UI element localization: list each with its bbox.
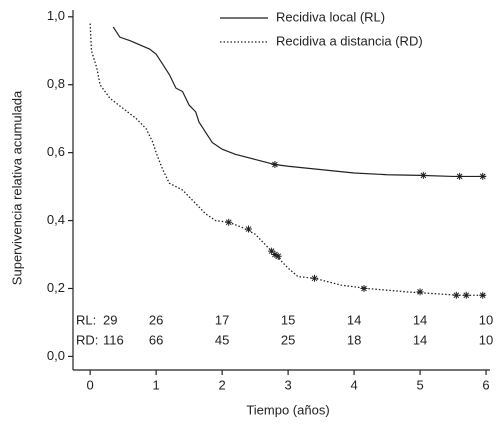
y-tick-label: 0,6 — [47, 144, 65, 159]
y-tick-label: 0,4 — [47, 212, 65, 227]
y-tick-label: 0,8 — [47, 76, 65, 91]
y-tick-label: 0,2 — [47, 280, 65, 295]
censor-mark — [310, 274, 318, 282]
survival-line — [112, 26, 487, 178]
censor-mark — [268, 247, 276, 255]
x-tick-label: 2 — [218, 377, 225, 392]
survival-line — [89, 23, 487, 296]
censor-mark — [271, 161, 279, 169]
risk-count: 29 — [103, 312, 117, 327]
risk-count: 14 — [413, 312, 427, 327]
x-tick-label: 5 — [416, 377, 423, 392]
censor-mark — [274, 252, 282, 260]
censor-mark — [452, 291, 460, 299]
legend-label: Recidiva a distancia (RD) — [276, 33, 423, 48]
risk-count: 18 — [347, 332, 361, 347]
risk-count: 116 — [103, 332, 124, 347]
x-tick-label: 0 — [87, 377, 94, 392]
censor-mark — [271, 251, 279, 259]
risk-count: 14 — [413, 332, 427, 347]
y-tick-label: 0,0 — [47, 348, 65, 363]
censor-mark — [245, 225, 253, 233]
risk-count: 66 — [149, 332, 163, 347]
y-tick-label: 1,0 — [47, 8, 65, 23]
risk-count: 10 — [479, 332, 493, 347]
risk-count: 45 — [215, 332, 229, 347]
x-tick-label: 6 — [482, 377, 489, 392]
risk-count: 14 — [347, 312, 361, 327]
risk-count: 15 — [281, 312, 295, 327]
x-tick-label: 3 — [284, 377, 291, 392]
censor-mark — [479, 172, 487, 180]
censor-mark — [462, 291, 470, 299]
risk-row-label: RD: — [76, 332, 98, 347]
censor-mark — [419, 171, 427, 179]
x-tick-label: 4 — [350, 377, 357, 392]
censor-mark — [360, 284, 368, 292]
x-tick-label: 1 — [153, 377, 160, 392]
censor-mark — [416, 288, 424, 296]
y-axis-label: Supervivencia relativa acumulada — [9, 90, 24, 285]
risk-row-label: RL: — [76, 312, 96, 327]
risk-count: 17 — [215, 312, 229, 327]
x-axis-label: Tiempo (años) — [246, 402, 329, 417]
censor-mark — [456, 172, 464, 180]
censor-mark — [225, 218, 233, 226]
legend-label: Recidiva local (RL) — [276, 9, 385, 24]
risk-count: 25 — [281, 332, 295, 347]
risk-count: 26 — [149, 312, 163, 327]
risk-count: 10 — [479, 312, 493, 327]
censor-mark — [479, 291, 487, 299]
